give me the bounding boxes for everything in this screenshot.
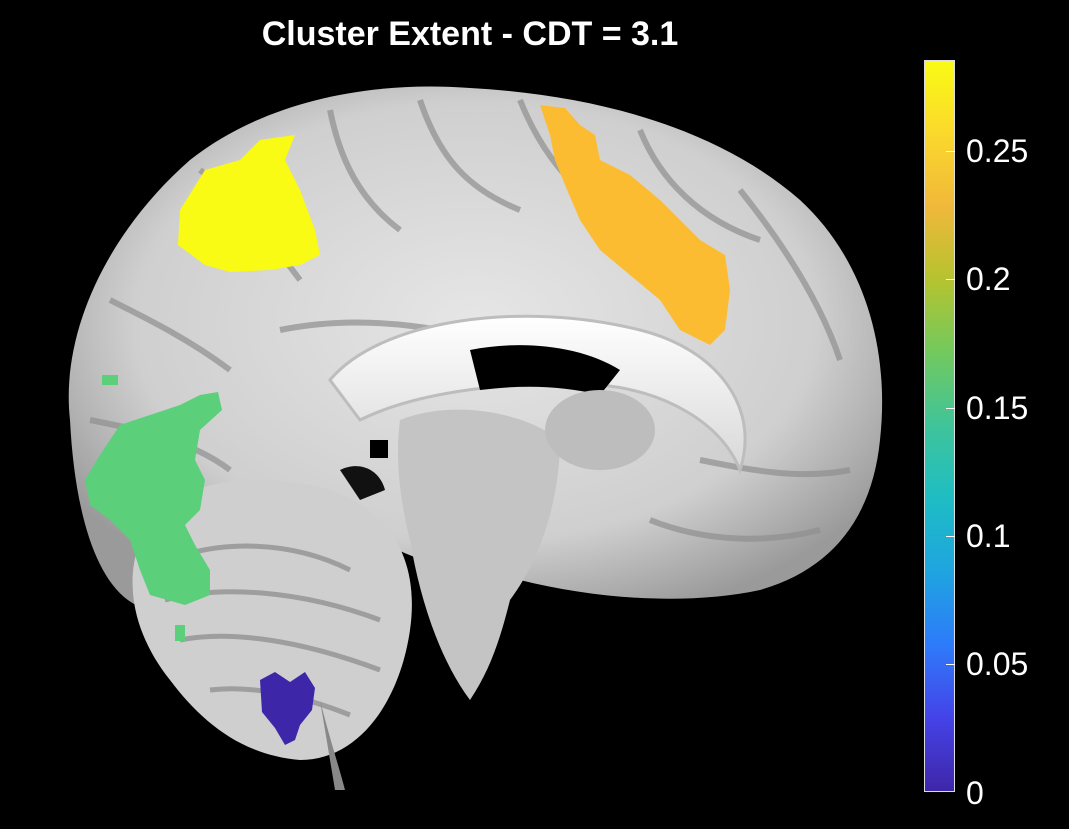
- colorbar-tick-label: 0: [966, 775, 984, 811]
- cluster-occipital-fragment: [102, 375, 118, 385]
- colorbar-tick-label: 0.25: [966, 133, 1029, 169]
- cluster-medial-frontal: [540, 105, 730, 345]
- colorbar-tick-label: 0.2: [966, 261, 1011, 297]
- brainstem: [398, 409, 560, 700]
- colorbar-tickmark: [946, 664, 955, 665]
- cluster-occipital: [85, 392, 222, 605]
- colorbar-tick-label: 0.05: [966, 646, 1029, 682]
- colorbar-tickmark: [946, 279, 955, 280]
- colorbar: [924, 60, 955, 792]
- cluster-occipital-fragment: [175, 625, 185, 641]
- colorbar-tickmark: [946, 536, 955, 537]
- cluster-precuneus: [178, 135, 320, 272]
- colorbar-tick-label: 0.15: [966, 390, 1029, 426]
- figure-title: Cluster Extent - CDT = 3.1: [261, 15, 679, 53]
- brain-slice-image: [68, 86, 883, 790]
- ventricle: [470, 345, 620, 395]
- colorbar-tickmark: [946, 408, 955, 409]
- colorbar-tick-label: 0.1: [966, 518, 1011, 554]
- colorbar-tickmark: [946, 151, 955, 152]
- cluster-cerebellum: [260, 672, 315, 745]
